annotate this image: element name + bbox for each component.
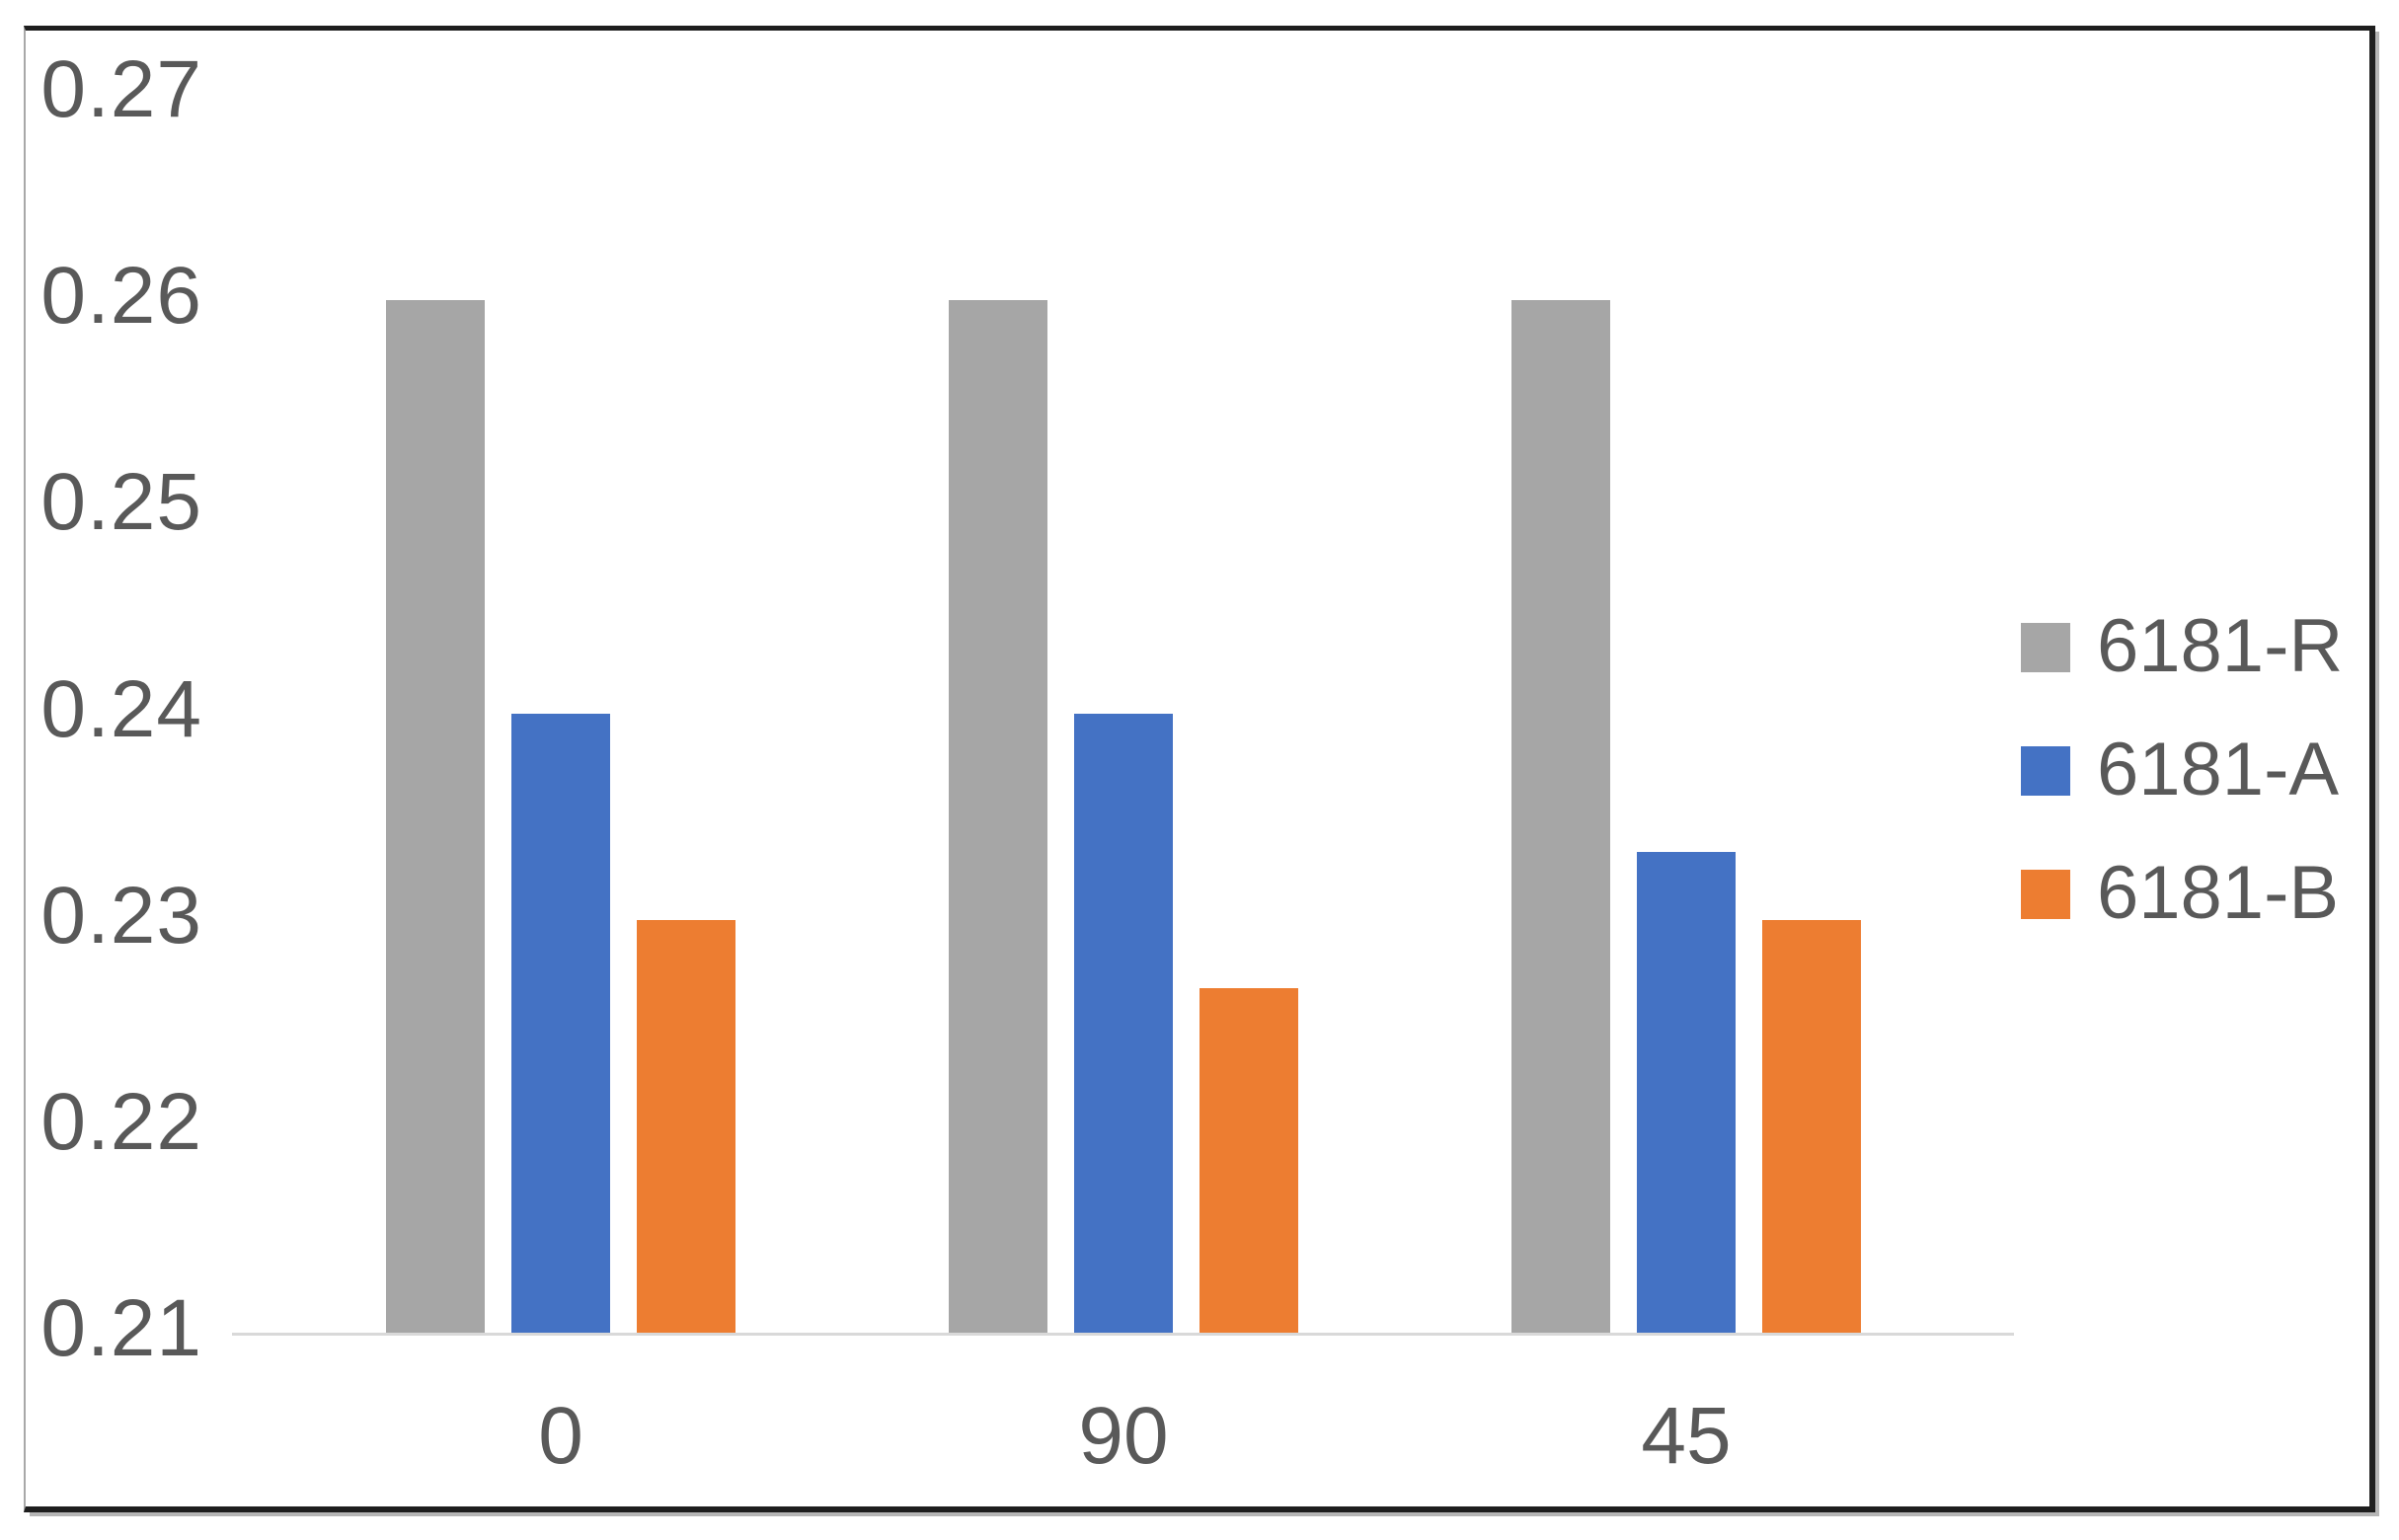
chart-frame — [24, 26, 2375, 1512]
